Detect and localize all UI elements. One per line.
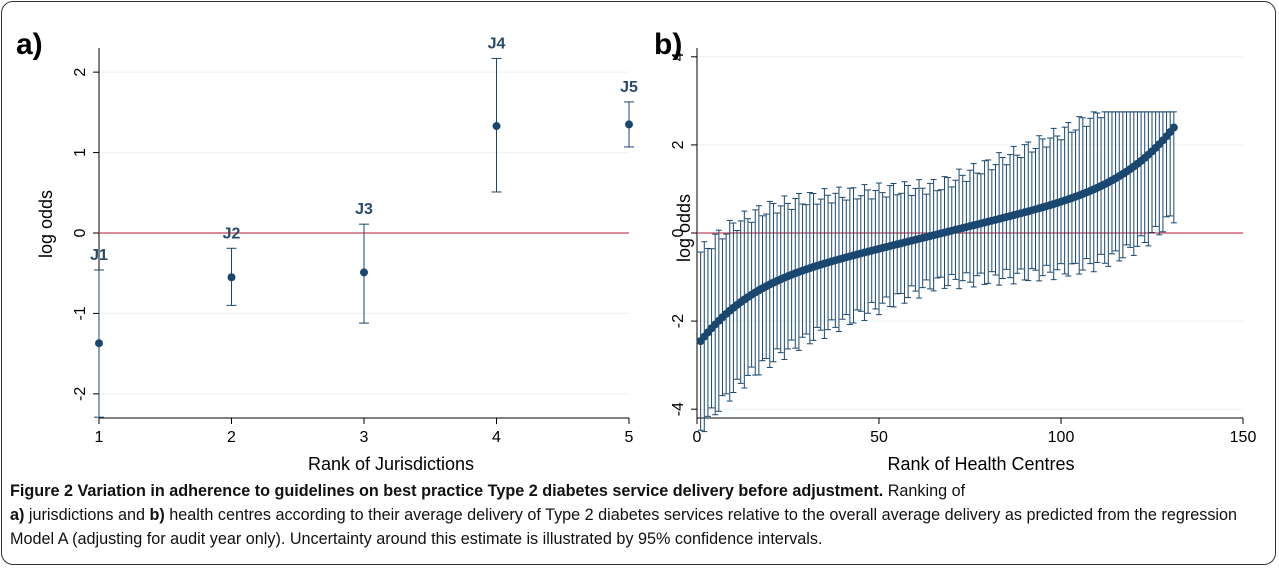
point-marker [625, 120, 633, 129]
x-tick-label: 50 [870, 429, 888, 446]
x-tick-label: 100 [1048, 429, 1075, 446]
y-tick-label: 2 [670, 140, 687, 149]
caption-title: Variation in adherence to guidelines on … [77, 482, 884, 500]
y-tick-label: -2 [670, 314, 687, 328]
x-tick-label: 0 [693, 429, 702, 446]
x-tick-label: 150 [1230, 429, 1257, 446]
panel-b-ticks: -4 -2 0 2 4 0 50 100 150 [670, 52, 1256, 446]
y-tick-label: 1 [72, 148, 89, 157]
panel-a-x-axis-label: Rank of Jurisdictions [308, 454, 474, 474]
panel-b-x-axis-label: Rank of Health Centres [887, 454, 1074, 474]
point-label: J3 [355, 201, 373, 218]
caption-text-1: Ranking of [883, 482, 966, 500]
x-tick-label: 5 [625, 429, 634, 446]
point-label: J4 [488, 35, 506, 52]
panel-a-gridlines [99, 71, 629, 395]
point-label: J1 [90, 247, 108, 264]
panel-a-y-axis-label: log odds [36, 190, 56, 258]
caption-text-2: jurisdictions and [24, 506, 150, 524]
panel-a-ticks: -2 -1 0 1 2 1 2 3 4 5 [72, 68, 634, 446]
x-tick-label: 4 [492, 429, 501, 446]
x-tick-label: 3 [360, 429, 369, 446]
caption-label-a: a) [10, 506, 25, 524]
panel-b-marks [696, 111, 1178, 433]
y-tick-label: 4 [670, 52, 687, 61]
panel-a-marks: J1 J2 J3 J4 J5 [90, 35, 638, 418]
x-tick-label: 2 [227, 429, 236, 446]
caption-text-3: health centres according to their averag… [10, 506, 1238, 548]
point-marker [95, 339, 103, 348]
y-tick-label: 2 [72, 68, 89, 77]
y-tick-label: -4 [670, 402, 687, 416]
point-label: J5 [620, 79, 638, 96]
x-tick-label: 1 [95, 429, 104, 446]
point-marker [360, 268, 368, 277]
y-tick-label: 0 [72, 228, 89, 237]
point-label: J2 [223, 225, 241, 242]
figure-caption: Figure 2 Variation in adherence to guide… [10, 479, 1272, 551]
y-tick-label: 0 [670, 228, 687, 237]
y-tick-label: -1 [72, 306, 89, 320]
point-marker [227, 273, 236, 282]
point-marker [492, 122, 501, 131]
panel-b-y-axis-label: log odds [674, 194, 694, 262]
panel-a-label: a) [16, 28, 43, 61]
caption-label-b: b) [149, 506, 165, 524]
y-tick-label: -2 [72, 387, 89, 401]
panel-a-chart: a) -2 -1 0 1 2 1 2 3 4 5 J1 J2 J3 J4 J5 Rank of Juris… [16, 28, 638, 474]
panel-b-chart: b) -4 -2 0 2 4 0 50 100 150 Rank of Health Centr… [654, 28, 1256, 474]
panel-b-label: b) [654, 28, 682, 61]
point-marker [1169, 123, 1178, 132]
caption-figure-label: Figure 2 [10, 482, 73, 500]
